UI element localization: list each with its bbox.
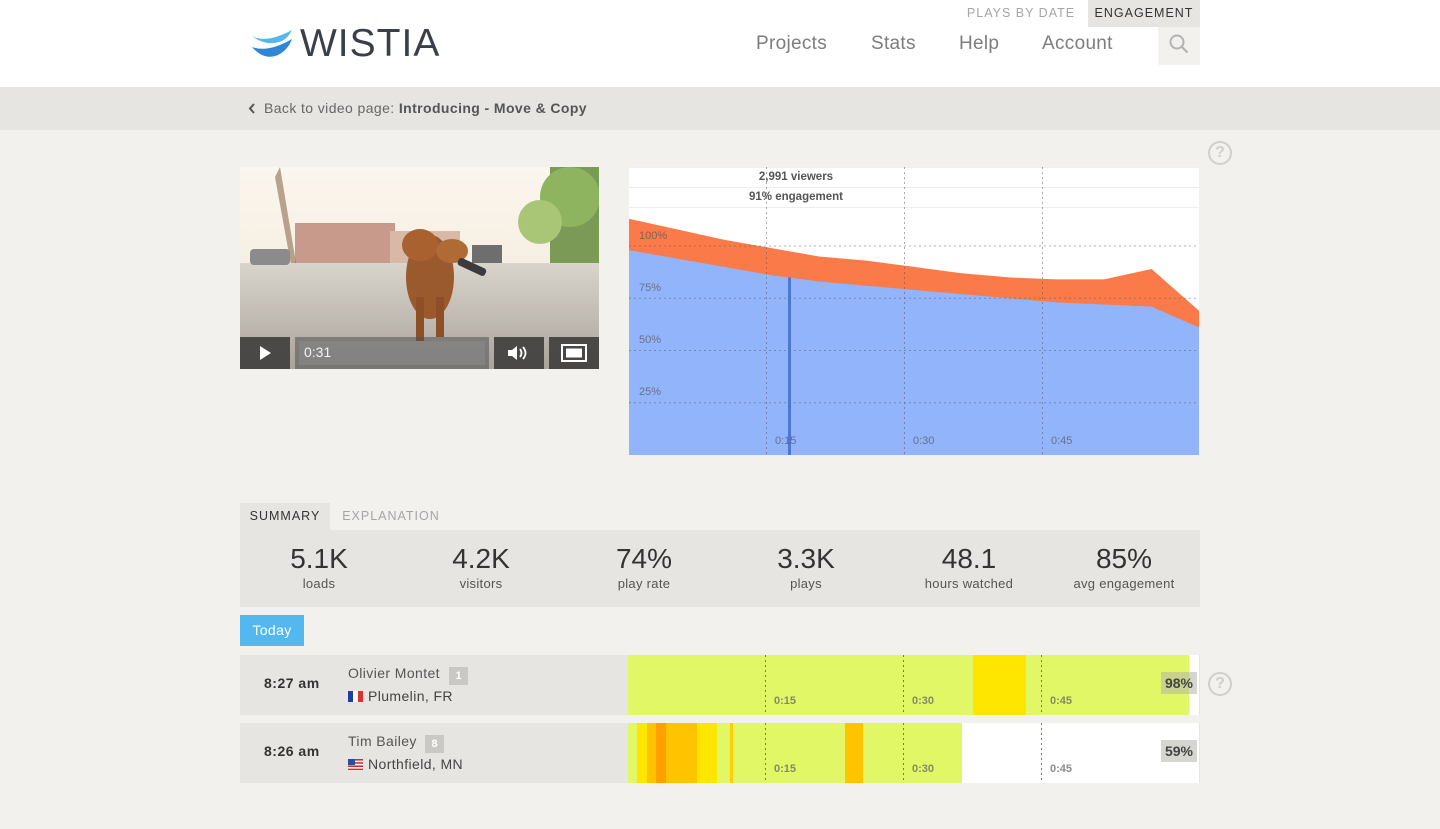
stat-play-rate: 74% play rate — [564, 542, 724, 592]
nav-help[interactable]: Help — [959, 33, 1000, 54]
help-icon[interactable]: ? — [1208, 672, 1232, 696]
video-progress-track — [299, 341, 485, 365]
stat-plays: 3.3K plays — [726, 542, 886, 592]
today-badge: Today — [240, 615, 304, 646]
volume-icon — [508, 346, 527, 360]
session-heatmap[interactable]: 0:15 0:30 0:45 98% — [628, 655, 1199, 715]
session-time: 8:27 am — [264, 675, 320, 691]
x-tick-0-45: 0:45 — [1051, 435, 1073, 447]
viewer-name[interactable]: Olivier Montet — [348, 665, 440, 681]
stat-label: loads — [302, 576, 336, 591]
stat-value: 85% — [1095, 543, 1153, 574]
volume-button[interactable] — [494, 337, 544, 369]
x-tick-0-30: 0:30 — [913, 435, 935, 447]
viewers-label: 2,991 viewers — [758, 171, 834, 183]
x-tick-0-15: 0:15 — [775, 435, 797, 447]
heat-tick-0-15: 0:15 — [774, 695, 797, 707]
tab-explanation[interactable]: EXPLANATION — [342, 509, 440, 523]
heat-tick-0-30: 0:30 — [912, 763, 935, 775]
stat-loads: 5.1K loads — [239, 542, 399, 592]
play-icon — [260, 346, 271, 360]
play-count-badge: 8 — [425, 735, 444, 753]
play-count-badge: 1 — [449, 667, 468, 685]
breadcrumb-video-title[interactable]: Introducing - Move & Copy — [398, 100, 587, 116]
session-engagement-percent: 98% — [1160, 672, 1197, 694]
video-progress-bar[interactable]: 0:31 — [295, 337, 489, 369]
stat-value: 74% — [615, 543, 673, 574]
tab-engagement[interactable]: ENGAGEMENT — [1088, 0, 1200, 27]
summary-stats: 5.1K loads 4.2K visitors 74% play rate 3… — [240, 530, 1200, 607]
engagement-area — [629, 250, 1199, 455]
heat-tick-0-30: 0:30 — [912, 695, 935, 707]
viewer-name[interactable]: Tim Bailey — [348, 733, 417, 749]
search-icon — [1169, 34, 1189, 54]
tab-summary[interactable]: SUMMARY — [240, 503, 330, 530]
brand-name: WISTIA — [300, 22, 441, 65]
playhead-line — [788, 277, 791, 455]
search-button[interactable] — [1158, 23, 1200, 65]
chevron-left-icon — [248, 102, 255, 114]
wistia-logo[interactable]: WISTIA — [252, 22, 441, 65]
y-tick-50: 50% — [639, 334, 662, 346]
breadcrumb-bar: Back to video page: Introducing - Move &… — [0, 87, 1440, 130]
help-icon[interactable]: ? — [1208, 141, 1232, 165]
nav-projects[interactable]: Projects — [756, 33, 828, 54]
stat-value: 3.3K — [777, 543, 835, 574]
fullscreen-icon — [561, 344, 587, 362]
heatmap-svg — [628, 655, 1189, 715]
viewer-location: Plumelin, FR — [348, 688, 453, 704]
fullscreen-button[interactable] — [549, 337, 599, 369]
heatmap-svg — [628, 723, 1042, 783]
flag-us-icon — [348, 758, 363, 770]
heat-tick-0-45: 0:45 — [1050, 763, 1073, 775]
top-navigation-bar: WISTIA Projects Stats Help Account — [0, 0, 1440, 87]
session-row[interactable]: 8:26 am Tim Bailey 8 Northfield, MN 0:15… — [240, 723, 1200, 783]
y-tick-100: 100% — [639, 230, 668, 242]
breadcrumb-prefix: Back to video page: — [264, 100, 395, 116]
stat-hours-watched: 48.1 hours watched — [889, 542, 1049, 592]
play-button[interactable] — [240, 337, 290, 369]
heat-tick-0-15: 0:15 — [774, 763, 797, 775]
breadcrumb[interactable]: Back to video page: Introducing - Move &… — [248, 100, 587, 116]
video-player[interactable]: 0:31 — [240, 167, 599, 369]
flag-fr-icon — [348, 690, 363, 702]
tab-plays-by-date[interactable]: PLAYS BY DATE — [966, 6, 1076, 20]
stat-visitors: 4.2K visitors — [401, 542, 561, 592]
stat-label: hours watched — [924, 576, 1014, 591]
nav-stats[interactable]: Stats — [871, 33, 916, 54]
y-tick-75: 75% — [639, 282, 662, 294]
nav-account[interactable]: Account — [1042, 33, 1113, 54]
heat-tick-0-45: 0:45 — [1050, 695, 1073, 707]
stat-value: 4.2K — [452, 543, 510, 574]
stat-avg-engagement: 85% avg engagement — [1044, 542, 1204, 592]
session-engagement-percent: 59% — [1160, 740, 1197, 762]
engagement-chart-svg — [629, 167, 1199, 455]
viewer-location: Northfield, MN — [348, 756, 463, 772]
stat-label: visitors — [459, 576, 503, 591]
stat-value: 5.1K — [290, 543, 348, 574]
wistia-logo-icon — [252, 30, 292, 57]
session-time: 8:26 am — [264, 743, 320, 759]
stat-label: play rate — [617, 576, 671, 591]
engagement-graph[interactable]: 2,991 viewers 91% engagement 100% 75% 50… — [629, 167, 1199, 455]
y-tick-25: 25% — [639, 386, 662, 398]
session-heatmap[interactable]: 0:15 0:30 0:45 59% — [628, 723, 1199, 783]
location-text: Northfield, MN — [368, 756, 464, 772]
stat-label: plays — [790, 576, 822, 591]
stat-label: avg engagement — [1073, 576, 1175, 591]
video-time: 0:31 — [304, 344, 332, 360]
stat-value: 48.1 — [941, 543, 997, 574]
session-row[interactable]: 8:27 am Olivier Montet 1 Plumelin, FR 0:… — [240, 655, 1200, 715]
video-controls: 0:31 — [240, 337, 599, 369]
engagement-label: 91% engagement — [749, 191, 843, 203]
location-text: Plumelin, FR — [368, 688, 453, 704]
